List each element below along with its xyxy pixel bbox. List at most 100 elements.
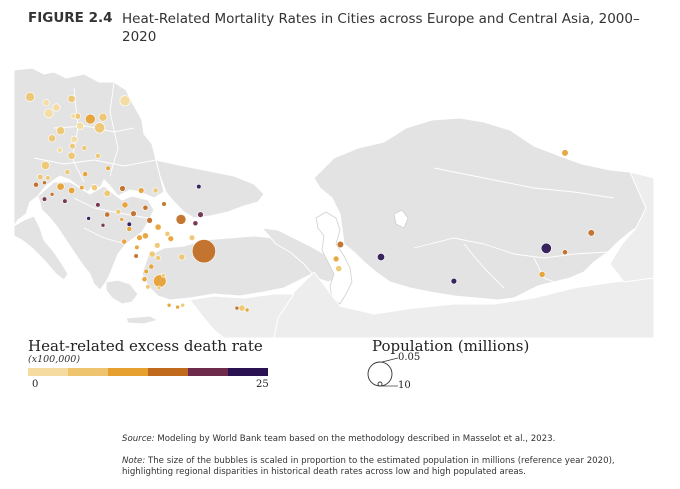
land-east xyxy=(609,171,654,283)
city-bubble xyxy=(130,210,137,217)
city-bubble xyxy=(103,189,111,197)
city-bubble xyxy=(142,204,149,211)
note-text: The size of the bubbles is scaled in pro… xyxy=(122,456,615,477)
city-bubble xyxy=(148,263,155,270)
city-bubble xyxy=(95,202,101,208)
city-bubble xyxy=(133,253,139,259)
city-bubble xyxy=(154,242,161,249)
size-legend-title: Population (millions) xyxy=(372,337,530,355)
map xyxy=(14,68,654,338)
city-bubble xyxy=(197,211,204,218)
city-bubble xyxy=(115,208,122,215)
color-scale-step-4 xyxy=(148,368,188,376)
city-bubble xyxy=(67,186,76,195)
land-central-europe xyxy=(14,68,165,227)
city-bubble xyxy=(188,234,196,241)
city-bubble xyxy=(119,217,124,222)
city-bubble xyxy=(196,183,202,190)
city-bubble xyxy=(137,187,145,194)
city-bubble xyxy=(45,175,51,181)
city-bubble xyxy=(49,192,55,197)
city-bubble xyxy=(155,255,161,261)
land-greece-south xyxy=(105,279,139,305)
city-bubble xyxy=(62,198,68,204)
color-scale-step-6 xyxy=(228,368,268,376)
city-bubble xyxy=(335,265,343,272)
land-crete xyxy=(125,315,160,325)
city-bubble xyxy=(105,165,111,171)
city-bubble xyxy=(33,181,39,188)
city-bubble xyxy=(332,255,340,263)
color-scale-step-3 xyxy=(108,368,148,376)
color-scale-step-2 xyxy=(68,368,108,376)
city-bubble xyxy=(82,171,89,177)
city-bubble xyxy=(540,242,552,254)
color-scale-bar xyxy=(28,368,268,376)
city-bubble xyxy=(76,121,85,130)
city-bubble xyxy=(42,99,50,107)
city-bubble xyxy=(238,304,246,312)
city-bubble xyxy=(166,302,172,308)
city-bubble xyxy=(141,232,149,240)
color-legend-subtitle: (x100,000) xyxy=(28,354,81,365)
border-line xyxy=(73,197,149,219)
city-bubble xyxy=(104,211,111,218)
city-bubbles xyxy=(25,92,595,313)
city-bubble xyxy=(141,276,148,283)
city-bubble xyxy=(160,273,166,278)
land-black-sea-north xyxy=(155,159,265,219)
land-turkey xyxy=(141,235,323,301)
size-legend-large-label: 10 xyxy=(398,380,411,391)
size-legend-circles xyxy=(367,357,399,387)
border-line xyxy=(463,243,505,289)
city-bubble xyxy=(100,222,106,228)
border-line xyxy=(413,237,609,259)
city-bubble xyxy=(56,126,65,136)
city-bubble xyxy=(119,95,131,107)
city-bubble xyxy=(376,253,385,262)
city-bubble xyxy=(175,214,187,225)
source-note: Source: Modeling by World Bank team base… xyxy=(122,434,662,445)
aral-sea xyxy=(393,209,409,229)
city-bubble xyxy=(134,244,140,250)
city-bubble xyxy=(64,169,71,175)
city-bubble xyxy=(154,223,162,231)
city-bubble xyxy=(175,304,180,310)
figure-title: Heat-Related Mortality Rates in Cities a… xyxy=(122,11,640,45)
city-bubble xyxy=(234,305,240,311)
city-bubble xyxy=(161,201,167,207)
size-legend-leader-small xyxy=(381,357,399,363)
city-bubble xyxy=(95,152,101,159)
source-label: Source: xyxy=(122,434,155,444)
city-bubble xyxy=(244,307,250,313)
city-bubble xyxy=(79,184,85,191)
city-bubble xyxy=(126,226,133,232)
city-bubble xyxy=(167,235,175,242)
land-italy xyxy=(14,215,69,281)
city-bubble xyxy=(41,196,48,202)
note-label: Note: xyxy=(122,456,146,466)
city-bubble xyxy=(192,220,199,227)
city-bubble xyxy=(86,216,91,221)
city-bubble xyxy=(178,253,186,261)
city-bubble xyxy=(91,184,98,191)
city-bubble xyxy=(25,92,35,102)
city-bubble xyxy=(143,268,149,275)
size-legend-small-circle xyxy=(377,381,383,387)
city-bubble xyxy=(81,145,88,151)
border-line xyxy=(83,227,127,245)
city-bubble xyxy=(336,240,345,249)
border-line xyxy=(71,87,85,183)
city-bubble xyxy=(98,112,108,122)
city-bubble xyxy=(37,173,44,181)
city-bubble xyxy=(121,201,129,209)
figure-note: Note: The size of the bubbles is scaled … xyxy=(122,456,662,478)
city-bubble xyxy=(450,277,458,285)
city-bubble xyxy=(52,103,61,112)
color-scale-step-5 xyxy=(188,368,228,376)
city-bubble xyxy=(587,229,595,237)
city-bubble xyxy=(67,94,76,103)
border-lines xyxy=(33,81,615,289)
size-legend-small-label: 0.05 xyxy=(398,352,421,363)
city-bubble xyxy=(156,285,162,291)
